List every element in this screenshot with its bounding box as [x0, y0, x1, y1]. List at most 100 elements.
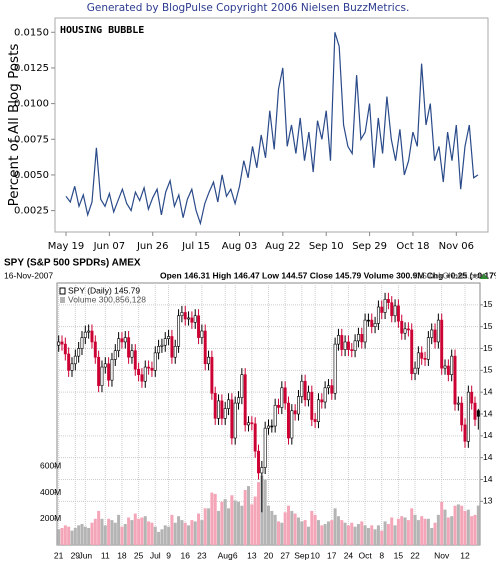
legend-label: Volume 300,856,128	[68, 294, 146, 304]
volume-bar	[443, 509, 447, 545]
volume-bar	[247, 486, 251, 545]
x-tick-label: 20	[264, 550, 274, 560]
candle-body	[183, 312, 187, 320]
volume-bar	[463, 510, 467, 545]
x-tick-label: 23	[197, 550, 207, 560]
volume-bar	[73, 527, 77, 545]
x-tick-label: Sep 10	[309, 241, 344, 252]
x-tick-label: Aug 03	[222, 241, 257, 252]
candle-body	[90, 330, 94, 343]
candle-body	[373, 323, 377, 327]
stock-date: 16-Nov-2007	[4, 270, 53, 280]
candle-body	[310, 391, 314, 420]
candle-body	[423, 358, 427, 360]
candle-body	[163, 338, 167, 346]
candle-body	[213, 392, 217, 419]
candle-body	[67, 353, 71, 371]
x-tick-label: 6	[233, 550, 238, 560]
volume-bar	[57, 529, 61, 545]
candle-body	[153, 352, 157, 371]
candle-body	[197, 315, 201, 338]
candle-body	[366, 319, 370, 322]
volume-bar	[310, 510, 314, 545]
candle-body	[343, 341, 347, 350]
volume-bar	[273, 514, 277, 545]
candle-body	[466, 391, 470, 442]
x-tick-label: Jun 07	[93, 241, 126, 252]
volume-bar	[203, 508, 207, 545]
candle-body	[243, 374, 247, 426]
candle-body	[270, 425, 274, 428]
volume-bar	[410, 508, 414, 545]
candle-body	[263, 427, 267, 468]
volume-bar	[263, 479, 267, 545]
x-tick-label: Nov	[434, 550, 450, 560]
volume-bar	[413, 514, 417, 545]
candle-body	[413, 367, 417, 374]
candle-body	[150, 367, 154, 371]
candle-body	[403, 328, 407, 334]
candle-body	[73, 355, 77, 365]
stock-credit: © StockCharts.com	[413, 270, 486, 280]
credit: Generated by BlogPulse Copyright 2006 Ni…	[87, 2, 410, 14]
y-tick-label: 15	[483, 321, 493, 331]
volume-bar	[333, 508, 337, 545]
volume-bar	[250, 504, 254, 545]
x-tick-label: 16	[180, 550, 190, 560]
volume-bar	[303, 520, 307, 545]
volume-bar	[450, 516, 454, 545]
volume-bar	[276, 521, 280, 545]
candle-body	[316, 399, 320, 422]
volume-bar	[283, 512, 287, 545]
volume-bar	[243, 489, 247, 545]
volume-bar	[150, 522, 154, 545]
volume-bar	[446, 517, 450, 545]
x-tick-label: 21	[54, 550, 64, 560]
candle-body	[470, 391, 474, 404]
volume-bar	[83, 526, 87, 545]
candle-body	[313, 419, 317, 422]
candle-body	[287, 402, 290, 439]
candle-body	[130, 350, 134, 358]
candle-body	[340, 335, 344, 350]
stock-title: SPY (S&P 500 SPDRs) AMEX	[4, 258, 141, 269]
candle-body	[363, 319, 367, 343]
volume-bar	[440, 501, 444, 545]
volume-bar	[353, 526, 357, 545]
candle-body	[217, 400, 221, 419]
volume-bar	[187, 525, 191, 545]
volume-bar	[183, 522, 187, 545]
candle-body	[120, 338, 124, 343]
candle-body	[70, 363, 74, 371]
stock-quote: Open 146.31 High 146.47 Low 144.57 Close…	[160, 270, 496, 280]
candle-body	[147, 366, 151, 369]
candle-body	[453, 355, 457, 405]
volume-bar	[313, 514, 317, 545]
x-tick-label: Oct	[358, 550, 372, 560]
volume-bar	[103, 525, 107, 545]
y-tick-label: 0.0150	[14, 27, 49, 38]
volume-bar	[213, 493, 217, 545]
volume-bar	[173, 522, 177, 545]
volume-bar	[163, 525, 167, 545]
candle-body	[450, 355, 454, 375]
volume-bar	[423, 518, 427, 545]
volume-tick-label: 200M	[40, 513, 61, 523]
volume-tick-label: 600M	[40, 461, 61, 471]
volume-bar	[100, 518, 104, 545]
candle-body	[426, 337, 430, 360]
y-tick-label: 14	[483, 430, 493, 440]
volume-bar	[240, 505, 244, 545]
candle-body	[180, 312, 184, 317]
volume-bar	[363, 525, 367, 545]
x-tick-label: Aug	[218, 550, 233, 560]
candle-body	[360, 334, 364, 343]
candle-body	[393, 305, 397, 317]
volume-bar	[326, 521, 330, 545]
volume-bar	[197, 513, 201, 545]
y-tick-label: 0.0025	[14, 206, 49, 217]
volume-bar	[383, 521, 387, 545]
y-tick-label: 14	[483, 386, 493, 396]
candle-body	[433, 329, 437, 343]
volume-bar	[87, 527, 91, 545]
